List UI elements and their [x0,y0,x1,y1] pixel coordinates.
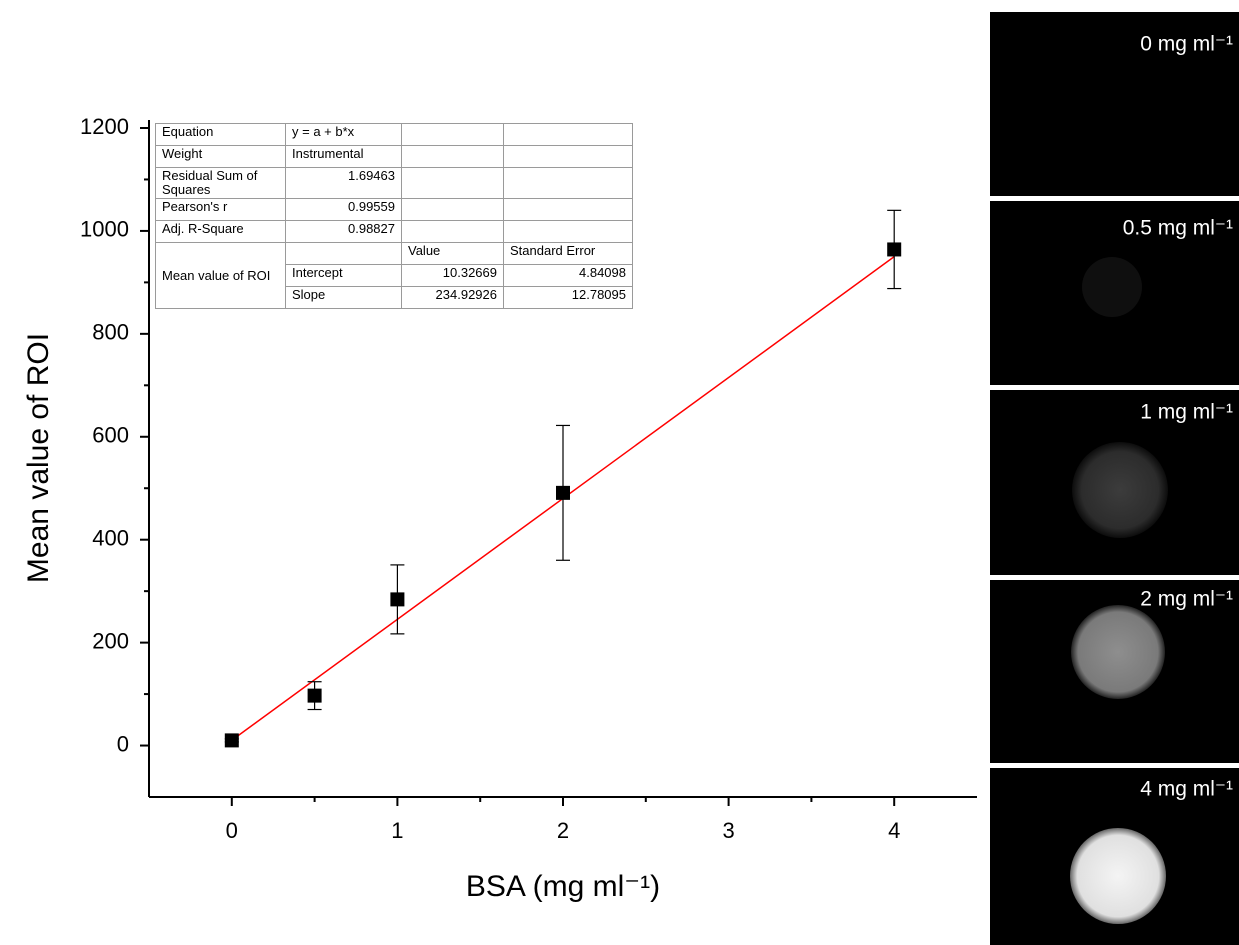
cell: 1.69463 [285,167,402,199]
cell: Equation [155,123,286,146]
spot [1072,442,1168,538]
y-tick-label: 600 [92,423,129,448]
y-tick-label: 200 [92,628,129,653]
point [390,592,405,607]
panel [990,12,1239,196]
cell: Adj. R-Square [155,220,286,243]
point [556,485,570,500]
cell: 0.99559 [285,198,402,221]
panel-label: 4 mg ml⁻¹ [1140,778,1233,801]
cell: y = a + b*x [285,123,402,146]
y-tick-label: 1200 [80,114,129,139]
cell: 0.98827 [285,220,402,243]
x-axis-title: BSA (mg ml⁻¹) [466,870,660,903]
spot [1082,257,1142,317]
x-tick-label: 4 [888,818,900,843]
cell: 234.92926 [401,286,504,309]
point [887,242,902,257]
cell: 10.32669 [401,264,504,287]
point [224,733,239,748]
x-tick-label: 3 [722,818,734,843]
cell: 12.78095 [503,286,633,309]
fit-table: Equation y = a + b*x Weight Instrumental R… [155,123,633,309]
panel-label: 2 mg ml⁻¹ [1140,588,1233,611]
panel-label: 0.5 mg ml⁻¹ [1123,217,1233,240]
y-tick-label: 1000 [80,217,129,242]
cell: Value [401,242,504,265]
cell: Mean value of ROI [155,242,286,309]
cell: Intercept [285,264,402,287]
x-tick-label: 0 [226,818,238,843]
panel-label: 1 mg ml⁻¹ [1140,401,1233,424]
panel-label: 0 mg ml⁻¹ [1140,33,1233,56]
cell: Weight [155,145,286,168]
cell: 4.84098 [503,264,633,287]
y-tick-label: 800 [92,320,129,345]
cell: Standard Error [503,242,633,265]
spot [1071,605,1165,699]
x-tick-label: 2 [557,818,569,843]
y-axis-title: Mean value of ROI [22,333,55,583]
y-tick-label: 400 [92,526,129,551]
y-tick-label: 0 [117,731,129,756]
image-panels: 0 mg ml⁻¹ 0.5 mg ml⁻¹ 1 mg ml⁻¹ 2 mg ml⁻… [990,12,1239,945]
point [307,688,322,703]
spot [1070,828,1166,924]
cell: Instrumental [285,145,402,168]
x-tick-label: 1 [391,818,403,843]
cell: Residual Sum of Squares [155,167,286,199]
cell: Pearson's r [155,198,286,221]
cell: Slope [285,286,402,309]
